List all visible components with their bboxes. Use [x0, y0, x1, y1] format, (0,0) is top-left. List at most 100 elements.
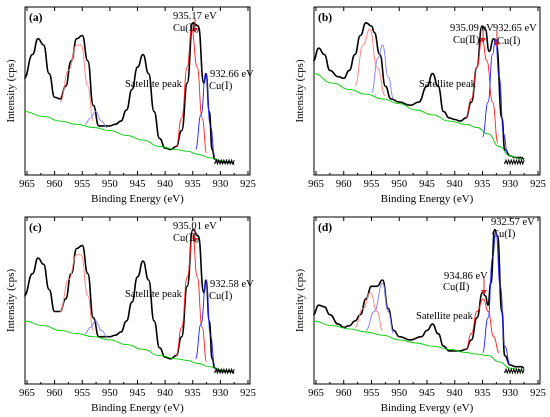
panel-label: (d): [318, 222, 332, 234]
series-line-0: [23, 22, 235, 165]
annotation-label: Cu(Ⅰ): [209, 291, 233, 302]
x-tick-label: 940: [157, 179, 173, 190]
annotation-label: Satellite peak: [125, 289, 183, 300]
annotation-label: 935.09 eV: [450, 23, 494, 34]
annotation-arrowhead: [192, 238, 198, 243]
series-line-1: [313, 73, 522, 160]
x-tick-label: 945: [419, 388, 435, 399]
annotation-arrowhead: [480, 38, 486, 43]
x-tick-label: 930: [213, 179, 229, 190]
annotation-arrowhead: [481, 290, 487, 295]
x-axis-label: Binding Energy (eV): [381, 193, 474, 205]
annotation-label: 935.01 eV: [173, 221, 217, 232]
x-tick-label: 945: [419, 179, 435, 190]
noise-tail: [504, 367, 525, 375]
series-line-4: [175, 28, 208, 154]
x-tick-label: 950: [391, 179, 407, 190]
panel-1: 965 960 955 950 945 940 935 930 925 Binding Energ…: [294, 6, 546, 205]
series-line-5: [482, 38, 508, 154]
x-tick-label: 925: [530, 388, 546, 399]
panel-label: (b): [318, 12, 332, 24]
y-axis-label: Intensity (cps): [5, 59, 17, 123]
x-tick-label: 955: [74, 179, 90, 190]
series-line-2: [354, 28, 386, 97]
series-line-4: [175, 235, 208, 363]
x-axis-label: Binding Evergy (eV): [381, 402, 474, 414]
series-line-4: [465, 298, 500, 353]
x-tick-label: 945: [130, 179, 146, 190]
x-tick-label: 955: [74, 388, 90, 399]
x-tick-label: 935: [185, 179, 201, 190]
x-tick-label: 965: [19, 388, 35, 399]
x-tick-label: 965: [308, 179, 324, 190]
series-line-3: [371, 44, 395, 100]
x-tick-label: 955: [364, 388, 380, 399]
x-tick-label: 945: [130, 388, 146, 399]
x-tick-label: 950: [102, 179, 118, 190]
x-tick-label: 940: [157, 388, 173, 399]
y-axis-label: Intensity (cps): [5, 269, 17, 333]
plot-frame: [313, 216, 541, 385]
series-line-3: [365, 282, 395, 335]
x-tick-label: 925: [240, 179, 256, 190]
annotation-label: Satellite peak: [416, 311, 474, 322]
x-tick-label: 930: [502, 179, 518, 190]
annotation-label: Cu(Ⅱ): [443, 282, 470, 293]
annotation-label: Satellite peak: [419, 79, 477, 90]
series-line-3: [84, 320, 108, 338]
x-axis-label: Binding Energy (eV): [91, 402, 184, 414]
x-tick-label: 935: [185, 388, 201, 399]
x-tick-label: 950: [391, 388, 407, 399]
x-tick-label: 925: [240, 388, 256, 399]
x-tick-label: 930: [213, 388, 229, 399]
annotation-label: Satellite peak: [125, 79, 183, 90]
series-line-0: [23, 228, 235, 374]
annotation-label: 932.57 eV: [491, 217, 535, 228]
annotation-label: Cu(Ⅱ): [173, 23, 200, 34]
x-tick-label: 940: [447, 388, 463, 399]
panel-3: 965 960 955 950 945 940 935 930 925 Binding Everg…: [294, 216, 546, 414]
series-line-5: [195, 279, 216, 366]
x-tick-label: 960: [47, 388, 63, 399]
annotation-arrowhead: [494, 42, 500, 47]
annotation-label: Cu(Ⅰ): [492, 229, 516, 240]
annotation-label: Cu(Ⅱ): [173, 233, 200, 244]
series-line-1: [24, 320, 232, 372]
x-tick-label: 960: [336, 179, 352, 190]
y-axis-label: Intensity (cps): [294, 269, 306, 333]
x-axis-label: Binding Energy (eV): [91, 193, 184, 205]
series-line-4: [465, 38, 499, 144]
annotation-label: 932.58 eV: [210, 279, 254, 290]
x-tick-label: 930: [502, 388, 518, 399]
x-tick-label: 940: [447, 179, 463, 190]
annotation-label: 932.65 eV: [493, 23, 537, 34]
annotation-label: 932.66 eV: [210, 69, 254, 80]
series-line-1: [24, 111, 232, 163]
series-line-5: [195, 73, 216, 157]
annotation-label: Cu(Ⅰ): [497, 36, 521, 47]
x-tick-label: 965: [308, 388, 324, 399]
x-tick-label: 935: [475, 179, 491, 190]
x-tick-label: 925: [530, 179, 546, 190]
x-tick-label: 955: [364, 179, 380, 190]
annotation-label: 935.17 eV: [173, 11, 217, 22]
series-line-5: [482, 232, 511, 366]
x-tick-label: 960: [336, 388, 352, 399]
series-line-3: [84, 111, 108, 128]
panel-label: (c): [29, 222, 42, 234]
panel-0: 965 960 955 950 945 940 935 930 925 Binding Energ…: [5, 6, 256, 205]
panel-label: (a): [29, 12, 43, 24]
annotation-label: Cu(Ⅱ): [453, 35, 480, 46]
annotation-label: Cu(Ⅰ): [209, 81, 233, 92]
series-line-2: [59, 44, 94, 122]
series-line-1: [313, 320, 522, 371]
panel-2: 965 960 955 950 945 940 935 930 925 Binding Energ…: [5, 216, 256, 414]
noise-tail: [214, 367, 235, 375]
y-axis-label: Intensity (cps): [294, 59, 306, 123]
series-line-2: [354, 292, 384, 331]
noise-tail: [214, 158, 235, 166]
annotation-arrowhead: [192, 28, 198, 33]
series-line-0: [312, 228, 525, 369]
noise-tail: [504, 158, 525, 166]
